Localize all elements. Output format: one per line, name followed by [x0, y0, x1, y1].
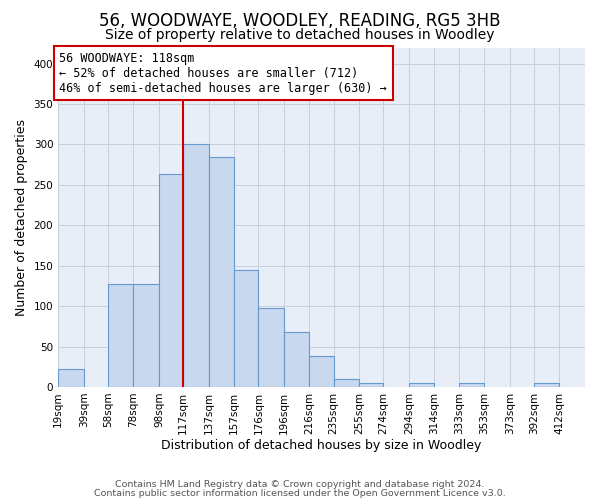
Bar — [133, 284, 159, 387]
Bar — [259, 308, 284, 387]
Bar — [183, 144, 209, 387]
Bar — [459, 383, 484, 387]
Bar — [108, 284, 133, 387]
Text: 56 WOODWAYE: 118sqm
← 52% of detached houses are smaller (712)
46% of semi-detac: 56 WOODWAYE: 118sqm ← 52% of detached ho… — [59, 52, 387, 94]
Bar — [159, 174, 183, 387]
Bar — [58, 369, 83, 387]
Bar — [334, 379, 359, 387]
Bar — [409, 383, 434, 387]
Bar — [359, 383, 383, 387]
Bar — [234, 270, 259, 387]
Text: Contains public sector information licensed under the Open Government Licence v3: Contains public sector information licen… — [94, 488, 506, 498]
Text: Size of property relative to detached houses in Woodley: Size of property relative to detached ho… — [105, 28, 495, 42]
Y-axis label: Number of detached properties: Number of detached properties — [15, 118, 28, 316]
Bar — [310, 356, 334, 387]
X-axis label: Distribution of detached houses by size in Woodley: Distribution of detached houses by size … — [161, 440, 482, 452]
Text: Contains HM Land Registry data © Crown copyright and database right 2024.: Contains HM Land Registry data © Crown c… — [115, 480, 485, 489]
Bar — [209, 156, 234, 387]
Text: 56, WOODWAYE, WOODLEY, READING, RG5 3HB: 56, WOODWAYE, WOODLEY, READING, RG5 3HB — [99, 12, 501, 30]
Bar — [284, 332, 310, 387]
Bar — [534, 383, 559, 387]
